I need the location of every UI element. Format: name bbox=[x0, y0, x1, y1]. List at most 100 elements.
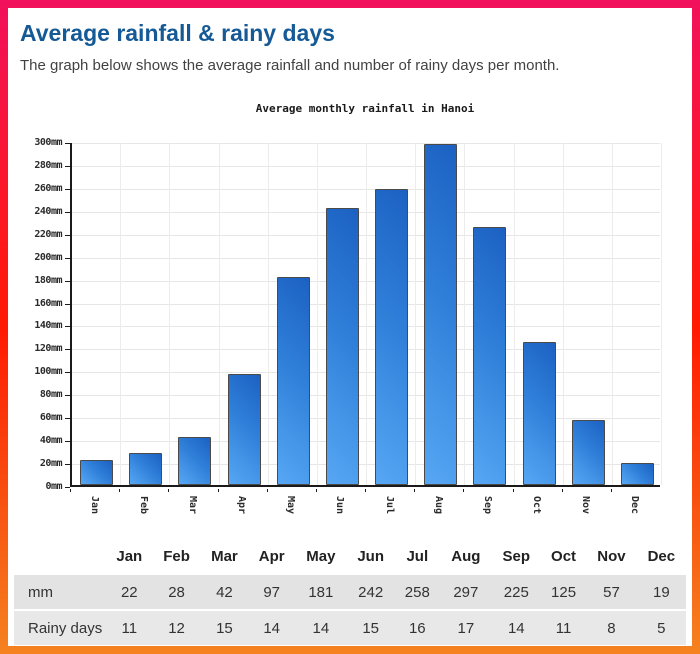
page-title: Average rainfall & rainy days bbox=[20, 20, 335, 46]
table-month-header: Nov bbox=[586, 538, 637, 575]
y-tick-mark bbox=[65, 487, 70, 488]
table-month-header: Mar bbox=[200, 538, 249, 575]
x-axis-label: Apr bbox=[236, 496, 247, 515]
y-tick-label: 160mm bbox=[34, 297, 62, 309]
table-value-cell: 17 bbox=[439, 610, 492, 645]
v-gridline bbox=[661, 143, 662, 485]
bar-apr bbox=[228, 374, 261, 485]
x-axis-label: Mar bbox=[187, 496, 198, 515]
x-tick-mark bbox=[267, 489, 268, 492]
table-row-label: mm bbox=[14, 575, 106, 611]
table-value-cell: 297 bbox=[439, 575, 492, 611]
chart-title: Average monthly rainfall in Hanoi bbox=[255, 102, 475, 115]
y-tick-label: 20mm bbox=[39, 458, 63, 470]
table-month-header: Dec bbox=[636, 538, 686, 575]
bar-oct bbox=[523, 342, 556, 485]
table-value-cell: 5 bbox=[636, 610, 686, 645]
y-tick-mark bbox=[65, 165, 70, 167]
table-month-header: Feb bbox=[152, 538, 201, 575]
table-value-cell: 19 bbox=[636, 575, 686, 611]
y-tick-mark bbox=[65, 349, 70, 351]
y-tick-mark bbox=[65, 418, 70, 420]
table-value-cell: 242 bbox=[346, 575, 395, 611]
y-tick-mark bbox=[65, 441, 70, 443]
x-tick-mark bbox=[168, 489, 169, 492]
v-gridline bbox=[219, 143, 220, 485]
table-value-cell: 57 bbox=[586, 575, 637, 611]
x-tick-mark bbox=[218, 489, 219, 492]
bar-jan bbox=[80, 460, 113, 485]
table-row-label: Rainy days bbox=[14, 610, 106, 645]
x-axis-label: Nov bbox=[580, 496, 591, 515]
table-corner-cell bbox=[14, 538, 106, 575]
y-tick-label: 60mm bbox=[39, 412, 63, 424]
y-tick-mark bbox=[65, 211, 70, 213]
rainfall-bar-chart: Average monthly rainfall in Hanoi 0mm 20m… bbox=[8, 96, 692, 528]
bar-may bbox=[277, 277, 310, 485]
table-month-header: Oct bbox=[540, 538, 587, 575]
v-gridline bbox=[464, 143, 465, 485]
v-gridline bbox=[563, 143, 564, 485]
table-value-cell: 28 bbox=[152, 575, 201, 611]
x-axis-label: Jul bbox=[384, 496, 395, 515]
table-value-cell: 15 bbox=[346, 610, 395, 645]
table-head: Jan Feb Mar Apr May Jun Jul Aug Sep Oct Nov Dec bbox=[14, 538, 686, 575]
y-tick-mark bbox=[65, 280, 70, 282]
v-gridline bbox=[514, 143, 515, 485]
x-axis-label: Feb bbox=[138, 496, 149, 515]
table-value-cell: 16 bbox=[394, 610, 440, 645]
table-value-cell: 225 bbox=[491, 575, 541, 611]
chart-plot-area bbox=[70, 143, 662, 487]
table-month-header: Sep bbox=[491, 538, 541, 575]
table-row: mm 22 28 42 97 181 242 258 297 225 125 57 19 bbox=[14, 575, 686, 611]
page-content: Average rainfall & rainy days The graph … bbox=[8, 8, 692, 646]
table-month-header: Jun bbox=[346, 538, 395, 575]
table-value-cell: 258 bbox=[394, 575, 440, 611]
x-axis-label: Dec bbox=[629, 496, 640, 515]
table-body: mm 22 28 42 97 181 242 258 297 225 125 57 19 Rainy da… bbox=[14, 575, 686, 645]
table-value-cell: 22 bbox=[106, 575, 153, 611]
y-tick-mark bbox=[65, 188, 70, 190]
y-tick-label: 280mm bbox=[34, 159, 62, 171]
x-axis-label: Oct bbox=[531, 496, 542, 515]
y-tick-label: 120mm bbox=[34, 343, 62, 355]
table-value-cell: 15 bbox=[200, 610, 249, 645]
table-value-cell: 125 bbox=[540, 575, 587, 611]
bar-jul bbox=[375, 189, 408, 485]
table-value-cell: 12 bbox=[152, 610, 201, 645]
x-axis-label: Jun bbox=[334, 496, 345, 515]
v-gridline bbox=[317, 143, 318, 485]
y-tick-label: 220mm bbox=[34, 228, 62, 240]
x-tick-mark bbox=[414, 489, 415, 492]
x-tick-mark bbox=[463, 489, 464, 492]
table-value-cell: 14 bbox=[248, 610, 295, 645]
y-tick-mark bbox=[65, 372, 70, 374]
v-gridline bbox=[169, 143, 170, 485]
y-tick-mark bbox=[65, 464, 70, 466]
page-subtitle: The graph below shows the average rainfa… bbox=[20, 57, 560, 74]
x-axis-label: Aug bbox=[433, 496, 444, 515]
table-value-cell: 97 bbox=[248, 575, 295, 611]
y-tick-label: 300mm bbox=[34, 137, 62, 148]
bar-jun bbox=[326, 208, 359, 485]
y-tick-mark bbox=[65, 234, 70, 236]
x-tick-mark bbox=[119, 489, 120, 492]
table-value-cell: 8 bbox=[586, 610, 637, 645]
bar-nov bbox=[572, 420, 605, 485]
y-tick-label: 40mm bbox=[39, 435, 63, 447]
table-month-header: Jul bbox=[394, 538, 440, 575]
v-gridline bbox=[366, 143, 367, 485]
v-gridline bbox=[612, 143, 613, 485]
v-gridline bbox=[120, 143, 121, 485]
x-tick-mark bbox=[316, 489, 317, 492]
x-tick-mark bbox=[365, 489, 366, 492]
x-axis-label: Sep bbox=[482, 496, 493, 515]
table-value-cell: 11 bbox=[540, 610, 587, 645]
v-gridline bbox=[415, 143, 416, 485]
table-value-cell: 42 bbox=[200, 575, 249, 611]
table-value-cell: 14 bbox=[491, 610, 541, 645]
y-tick-label: 200mm bbox=[34, 251, 62, 263]
x-tick-mark bbox=[562, 489, 563, 492]
y-tick-label: 240mm bbox=[34, 205, 62, 217]
